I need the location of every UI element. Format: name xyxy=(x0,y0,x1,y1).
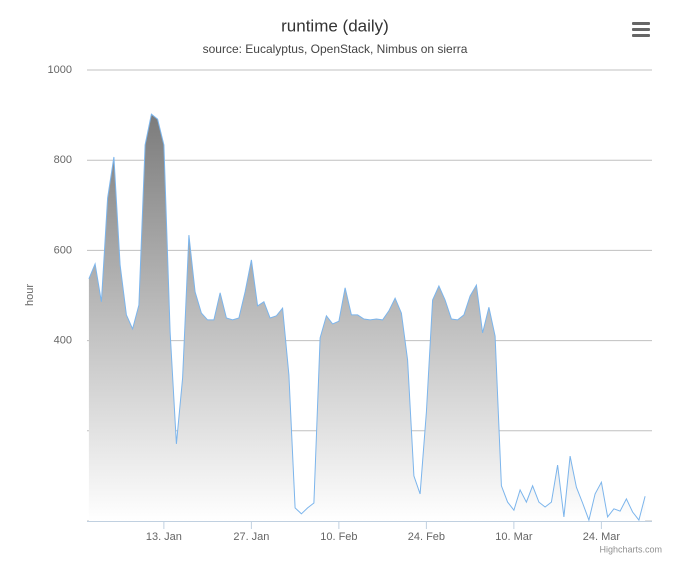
menu-bar[interactable] xyxy=(632,34,650,37)
area-fill xyxy=(88,114,646,521)
chart-subtitle: source: Eucalyptus, OpenStack, Nimbus on… xyxy=(203,42,468,56)
menu-bar[interactable] xyxy=(632,28,650,31)
y-tick-label: 800 xyxy=(54,154,72,166)
chart-title: runtime (daily) xyxy=(281,16,389,35)
credit: Highcharts.com xyxy=(599,544,662,554)
x-tick-label: 24. Feb xyxy=(408,531,445,543)
menu-button[interactable] xyxy=(632,22,650,37)
x-tick-label: 10. Feb xyxy=(320,531,357,543)
y-tick-label: 600 xyxy=(54,244,72,256)
x-tick-label: 24. Mar xyxy=(583,531,621,543)
x-tick-label: 27. Jan xyxy=(233,531,269,543)
x-tick-label: 13. Jan xyxy=(146,531,182,543)
x-tick-label: 10. Mar xyxy=(495,531,533,543)
menu-bar[interactable] xyxy=(632,22,650,25)
area-line xyxy=(88,113,646,522)
y-tick-label: 1000 xyxy=(48,64,72,76)
y-axis-title: hour xyxy=(24,284,36,306)
y-tick-label: 400 xyxy=(54,335,72,347)
